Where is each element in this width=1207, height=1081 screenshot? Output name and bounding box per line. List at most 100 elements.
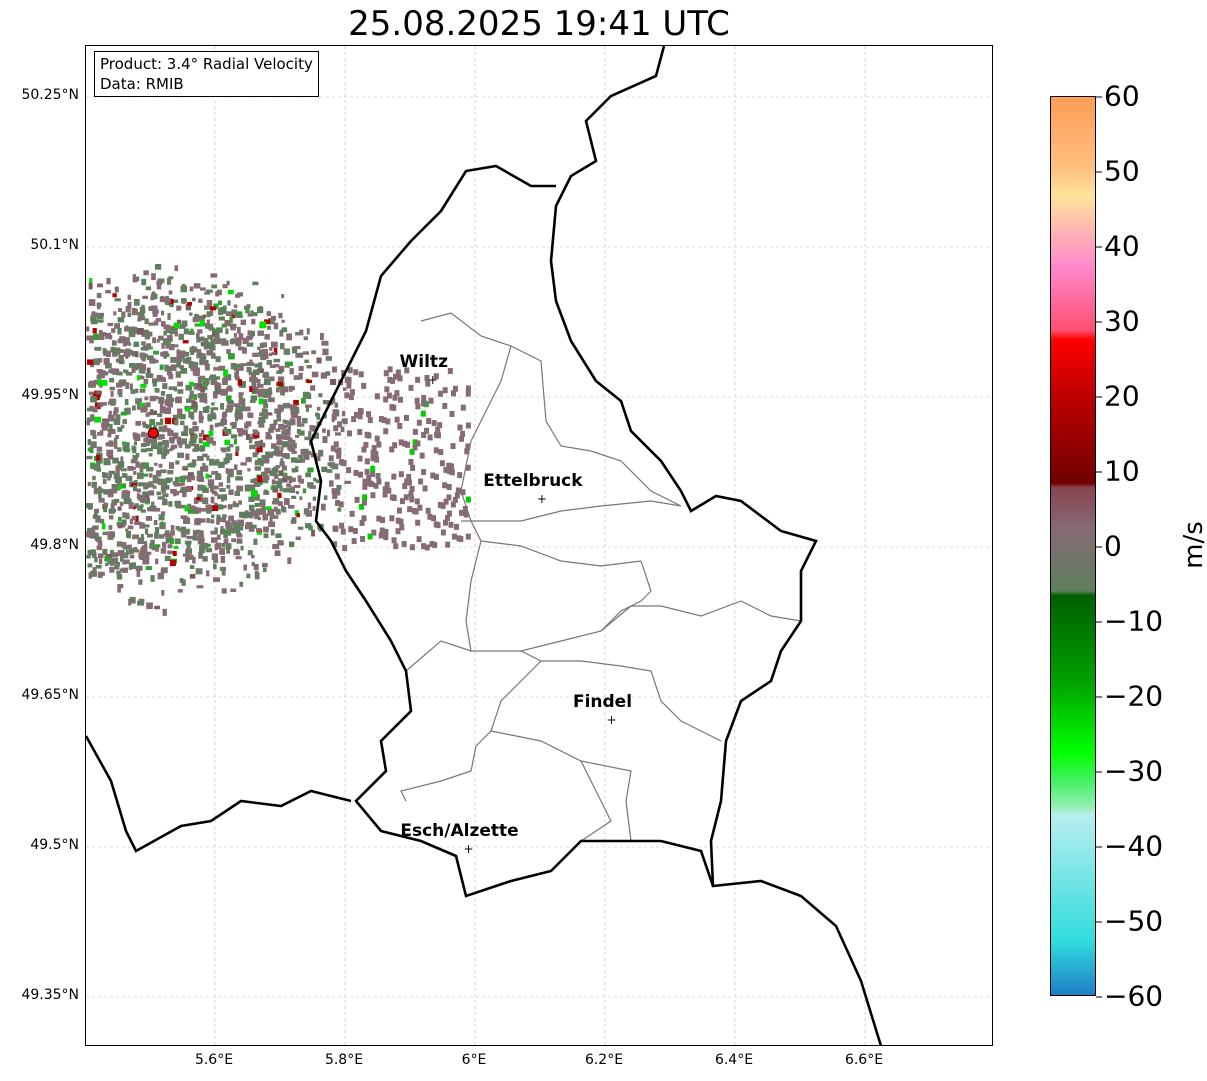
radar-echo bbox=[112, 457, 119, 464]
radar-site-marker[interactable] bbox=[147, 427, 159, 439]
radar-echo bbox=[236, 311, 243, 318]
radar-echo bbox=[90, 363, 95, 368]
radar-echo bbox=[157, 572, 164, 580]
radar-echo bbox=[109, 515, 114, 520]
radar-echo bbox=[88, 572, 93, 579]
radar-echo bbox=[257, 368, 264, 374]
radar-echo bbox=[170, 525, 175, 531]
radar-echo bbox=[254, 480, 259, 486]
radar-echo bbox=[235, 556, 242, 560]
radar-echo bbox=[282, 453, 290, 458]
radar-echo bbox=[408, 490, 414, 497]
radar-echo bbox=[409, 485, 415, 492]
radar-echo bbox=[286, 421, 293, 426]
radar-echo bbox=[213, 563, 217, 570]
radar-echo bbox=[132, 534, 140, 539]
radar-echo bbox=[199, 378, 206, 383]
radar-echo bbox=[395, 517, 401, 524]
radar-echo bbox=[298, 366, 304, 371]
radar-echo bbox=[110, 390, 114, 397]
map-panel[interactable]: + + + + bbox=[85, 45, 993, 1046]
radar-echo bbox=[177, 389, 184, 394]
radar-echo bbox=[232, 501, 237, 505]
radar-echo bbox=[274, 474, 279, 478]
radar-echo bbox=[129, 518, 133, 525]
radar-echo bbox=[465, 443, 471, 450]
radar-echo bbox=[196, 332, 200, 340]
radar-echo bbox=[329, 462, 335, 468]
radar-echo bbox=[188, 411, 195, 418]
radar-echo bbox=[108, 432, 112, 438]
radar-echo bbox=[447, 468, 453, 475]
lon-tick-label: 6.2°E bbox=[584, 1052, 624, 1068]
radar-echo bbox=[169, 304, 174, 308]
radar-echo bbox=[248, 528, 255, 532]
radar-echo bbox=[97, 379, 102, 387]
radar-echo bbox=[204, 305, 211, 310]
radar-echo bbox=[160, 521, 164, 527]
radar-echo bbox=[215, 291, 220, 297]
radar-echo bbox=[237, 519, 245, 527]
radar-echo bbox=[92, 406, 98, 413]
radar-echo bbox=[235, 476, 242, 481]
radar-echo bbox=[444, 515, 450, 522]
radar-echo bbox=[345, 376, 351, 383]
radar-echo bbox=[167, 313, 171, 320]
radar-echo bbox=[238, 380, 246, 388]
radar-echo bbox=[235, 342, 242, 347]
radar-echo bbox=[194, 313, 199, 318]
radar-echo bbox=[243, 564, 247, 571]
radar-echo bbox=[148, 453, 153, 457]
radar-echo bbox=[108, 410, 112, 415]
radar-echo bbox=[152, 337, 157, 344]
radar-echo bbox=[459, 509, 465, 516]
radar-echo bbox=[210, 486, 215, 493]
radar-echo bbox=[373, 482, 379, 489]
radar-echo bbox=[383, 370, 389, 377]
radar-echo bbox=[244, 406, 251, 412]
radar-echo bbox=[250, 399, 256, 403]
radar-echo bbox=[198, 456, 203, 460]
radar-echo bbox=[165, 353, 170, 357]
radar-echo bbox=[261, 342, 268, 348]
radar-echo bbox=[219, 307, 226, 314]
radar-echo bbox=[189, 573, 196, 579]
radar-echo bbox=[270, 315, 277, 321]
radar-echo bbox=[128, 466, 136, 470]
lat-tick-label: 49.95°N bbox=[21, 387, 79, 403]
radar-echo bbox=[409, 448, 415, 455]
radar-echo bbox=[140, 443, 147, 448]
radar-echo bbox=[465, 496, 471, 503]
radar-echo bbox=[257, 378, 261, 385]
radar-echo bbox=[406, 473, 412, 480]
radar-echo bbox=[90, 315, 96, 322]
radar-echo bbox=[225, 311, 232, 317]
radar-echo bbox=[91, 463, 96, 468]
radar-echo bbox=[402, 440, 408, 447]
radar-echo bbox=[187, 302, 192, 306]
radar-echo bbox=[215, 459, 220, 466]
radar-echo bbox=[361, 499, 367, 506]
radar-echo bbox=[164, 298, 171, 304]
radar-echo bbox=[160, 548, 167, 554]
radar-echo bbox=[222, 505, 227, 509]
radar-echo bbox=[288, 385, 293, 392]
radar-echo bbox=[340, 459, 346, 466]
radar-echo bbox=[210, 519, 215, 524]
radar-echo bbox=[216, 388, 221, 394]
radar-echo bbox=[333, 525, 339, 532]
radar-echo bbox=[135, 463, 141, 468]
radar-echo bbox=[213, 577, 220, 582]
radar-echo bbox=[269, 347, 273, 351]
radar-echo bbox=[250, 335, 254, 339]
radar-echo bbox=[97, 553, 104, 559]
radar-echo bbox=[273, 447, 278, 454]
radar-echo bbox=[149, 358, 156, 364]
radar-echo bbox=[109, 335, 113, 340]
radar-echo bbox=[273, 419, 278, 425]
radar-echo bbox=[145, 424, 152, 429]
radar-echo bbox=[331, 414, 337, 421]
radar-echo bbox=[130, 562, 137, 569]
radar-echo bbox=[111, 489, 118, 494]
radar-echo bbox=[415, 440, 421, 447]
